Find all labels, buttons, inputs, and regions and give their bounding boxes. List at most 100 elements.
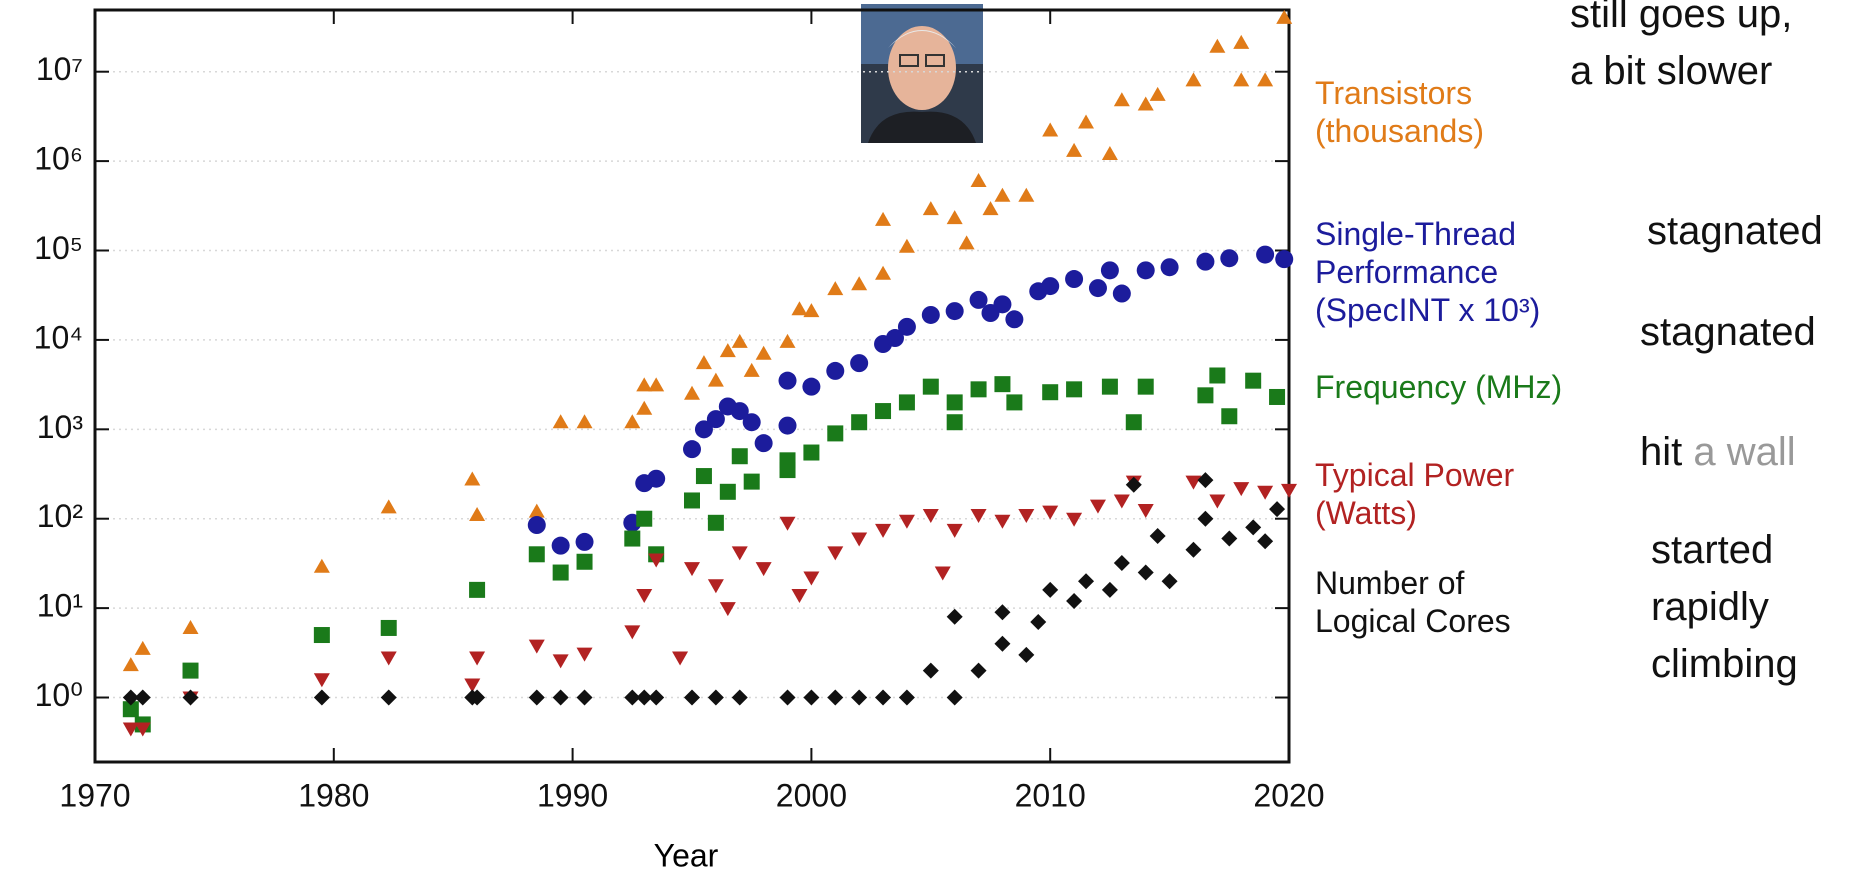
point: [648, 377, 664, 391]
point: [755, 434, 773, 452]
point: [469, 582, 485, 598]
point: [469, 652, 485, 666]
point: [803, 445, 819, 461]
point: [1257, 486, 1273, 500]
point: [381, 652, 397, 666]
point: [720, 484, 736, 500]
point: [708, 579, 724, 593]
point: [381, 620, 397, 636]
point: [123, 657, 139, 671]
point: [1066, 143, 1082, 157]
point: [1209, 494, 1225, 508]
point: [994, 604, 1010, 620]
point: [1102, 146, 1118, 160]
point: [827, 690, 843, 706]
annotation-text: hit: [1640, 430, 1682, 474]
y-tick-label: 10⁵: [34, 230, 83, 266]
page: {"chart_data": {"type": "scatter", "x_la…: [0, 0, 1868, 876]
legend-entry: Number of Logical Cores: [1315, 564, 1511, 640]
point: [1006, 394, 1022, 410]
point: [993, 295, 1011, 313]
point: [1138, 504, 1154, 518]
point: [529, 546, 545, 562]
point: [683, 440, 701, 458]
point: [636, 589, 652, 603]
point: [708, 515, 724, 531]
point: [899, 515, 915, 529]
point: [636, 401, 652, 415]
point: [1101, 261, 1119, 279]
y-tick-label: 10⁶: [34, 141, 83, 177]
point: [1185, 476, 1201, 490]
point: [1066, 381, 1082, 397]
point: [577, 554, 593, 570]
point: [851, 533, 867, 547]
point: [314, 690, 330, 706]
point: [947, 210, 963, 224]
point: [780, 462, 796, 478]
point: [935, 567, 951, 581]
point: [577, 648, 593, 662]
point: [1221, 531, 1237, 547]
point: [314, 627, 330, 643]
point: [947, 524, 963, 538]
point: [696, 468, 712, 484]
point: [1245, 519, 1261, 535]
point: [1221, 408, 1237, 424]
point: [624, 531, 640, 547]
point: [1078, 573, 1094, 589]
chart: Year 10⁰10¹10²10³10⁴10⁵10⁶10⁷19701980199…: [0, 0, 1868, 876]
annotation: stagnated: [1647, 203, 1823, 260]
point: [946, 302, 964, 320]
point: [381, 499, 397, 513]
point: [469, 507, 485, 521]
point: [1150, 528, 1166, 544]
point: [851, 414, 867, 430]
legend-entry: Single-Thread Performance (SpecINT x 10³…: [1315, 215, 1540, 329]
point: [1281, 484, 1297, 498]
point: [1185, 542, 1201, 558]
point: [1102, 379, 1118, 395]
point: [553, 565, 569, 581]
point: [464, 471, 480, 485]
annotation: still goes up, a bit slower: [1570, 0, 1792, 100]
point: [744, 474, 760, 490]
point: [850, 354, 868, 372]
point: [875, 212, 891, 226]
point: [381, 690, 397, 706]
point: [1197, 511, 1213, 527]
point: [803, 572, 819, 586]
point: [1041, 277, 1059, 295]
point: [648, 690, 664, 706]
point: [744, 363, 760, 377]
point: [314, 559, 330, 573]
point: [314, 673, 330, 687]
point: [1065, 270, 1083, 288]
point: [1090, 500, 1106, 514]
point: [577, 690, 593, 706]
point: [528, 516, 546, 534]
point: [875, 524, 891, 538]
point: [732, 448, 748, 464]
point: [923, 201, 939, 215]
point: [1245, 373, 1261, 389]
point: [1042, 506, 1058, 520]
annotation: stagnated: [1640, 304, 1816, 361]
point: [1161, 258, 1179, 276]
point: [684, 386, 700, 400]
point: [1256, 246, 1274, 264]
point: [732, 334, 748, 348]
point: [647, 470, 665, 488]
point: [875, 403, 891, 419]
point: [1185, 72, 1201, 86]
point: [1089, 279, 1107, 297]
point: [994, 515, 1010, 529]
point: [899, 394, 915, 410]
point: [1018, 188, 1034, 202]
point: [923, 663, 939, 679]
x-tick-label: 1970: [59, 777, 130, 813]
point: [994, 636, 1010, 652]
legend-entry: Frequency (MHz): [1315, 368, 1562, 406]
point: [851, 276, 867, 290]
legend-entry: Transistors (thousands): [1315, 74, 1484, 150]
